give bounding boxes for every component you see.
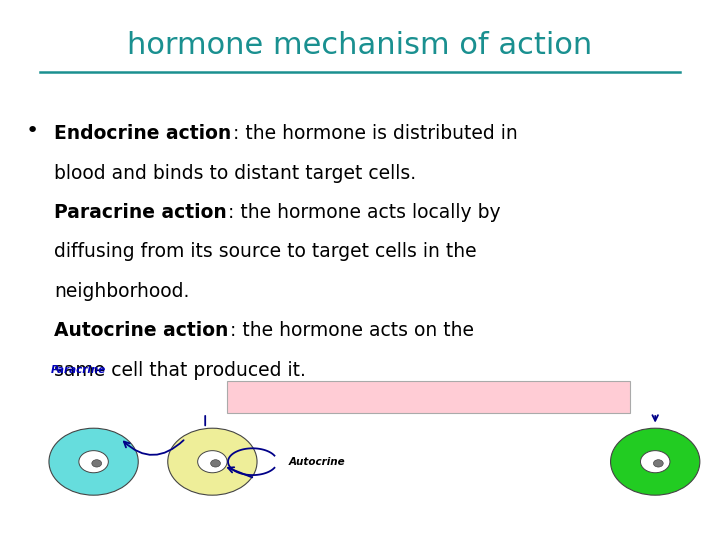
Text: Paracrine action: Paracrine action	[54, 203, 227, 222]
Circle shape	[79, 451, 108, 472]
Circle shape	[198, 451, 227, 472]
Circle shape	[92, 460, 102, 467]
Circle shape	[168, 428, 257, 495]
Text: Endocrine action: Endocrine action	[54, 124, 231, 143]
Circle shape	[211, 460, 220, 467]
Text: hormone mechanism of action: hormone mechanism of action	[127, 31, 593, 60]
Circle shape	[49, 428, 138, 495]
Circle shape	[641, 451, 670, 472]
Text: •: •	[26, 122, 39, 141]
Circle shape	[611, 428, 700, 495]
FancyBboxPatch shape	[227, 381, 630, 413]
Text: diffusing from its source to target cells in the: diffusing from its source to target cell…	[54, 242, 477, 261]
Text: same cell that produced it.: same cell that produced it.	[54, 361, 306, 380]
Text: Autocrine action: Autocrine action	[54, 321, 228, 340]
Text: : the hormone acts on the: : the hormone acts on the	[230, 321, 474, 340]
Text: : the hormone acts locally by: : the hormone acts locally by	[228, 203, 501, 222]
Text: blood and binds to distant target cells.: blood and binds to distant target cells.	[54, 164, 416, 183]
Text: Autocrine: Autocrine	[288, 457, 345, 467]
Text: neighborhood.: neighborhood.	[54, 282, 189, 301]
Text: Endocrine: Endocrine	[526, 400, 584, 410]
Text: Paracrine: Paracrine	[50, 365, 106, 375]
Circle shape	[654, 460, 663, 467]
Text: : the hormone is distributed in: : the hormone is distributed in	[233, 124, 518, 143]
